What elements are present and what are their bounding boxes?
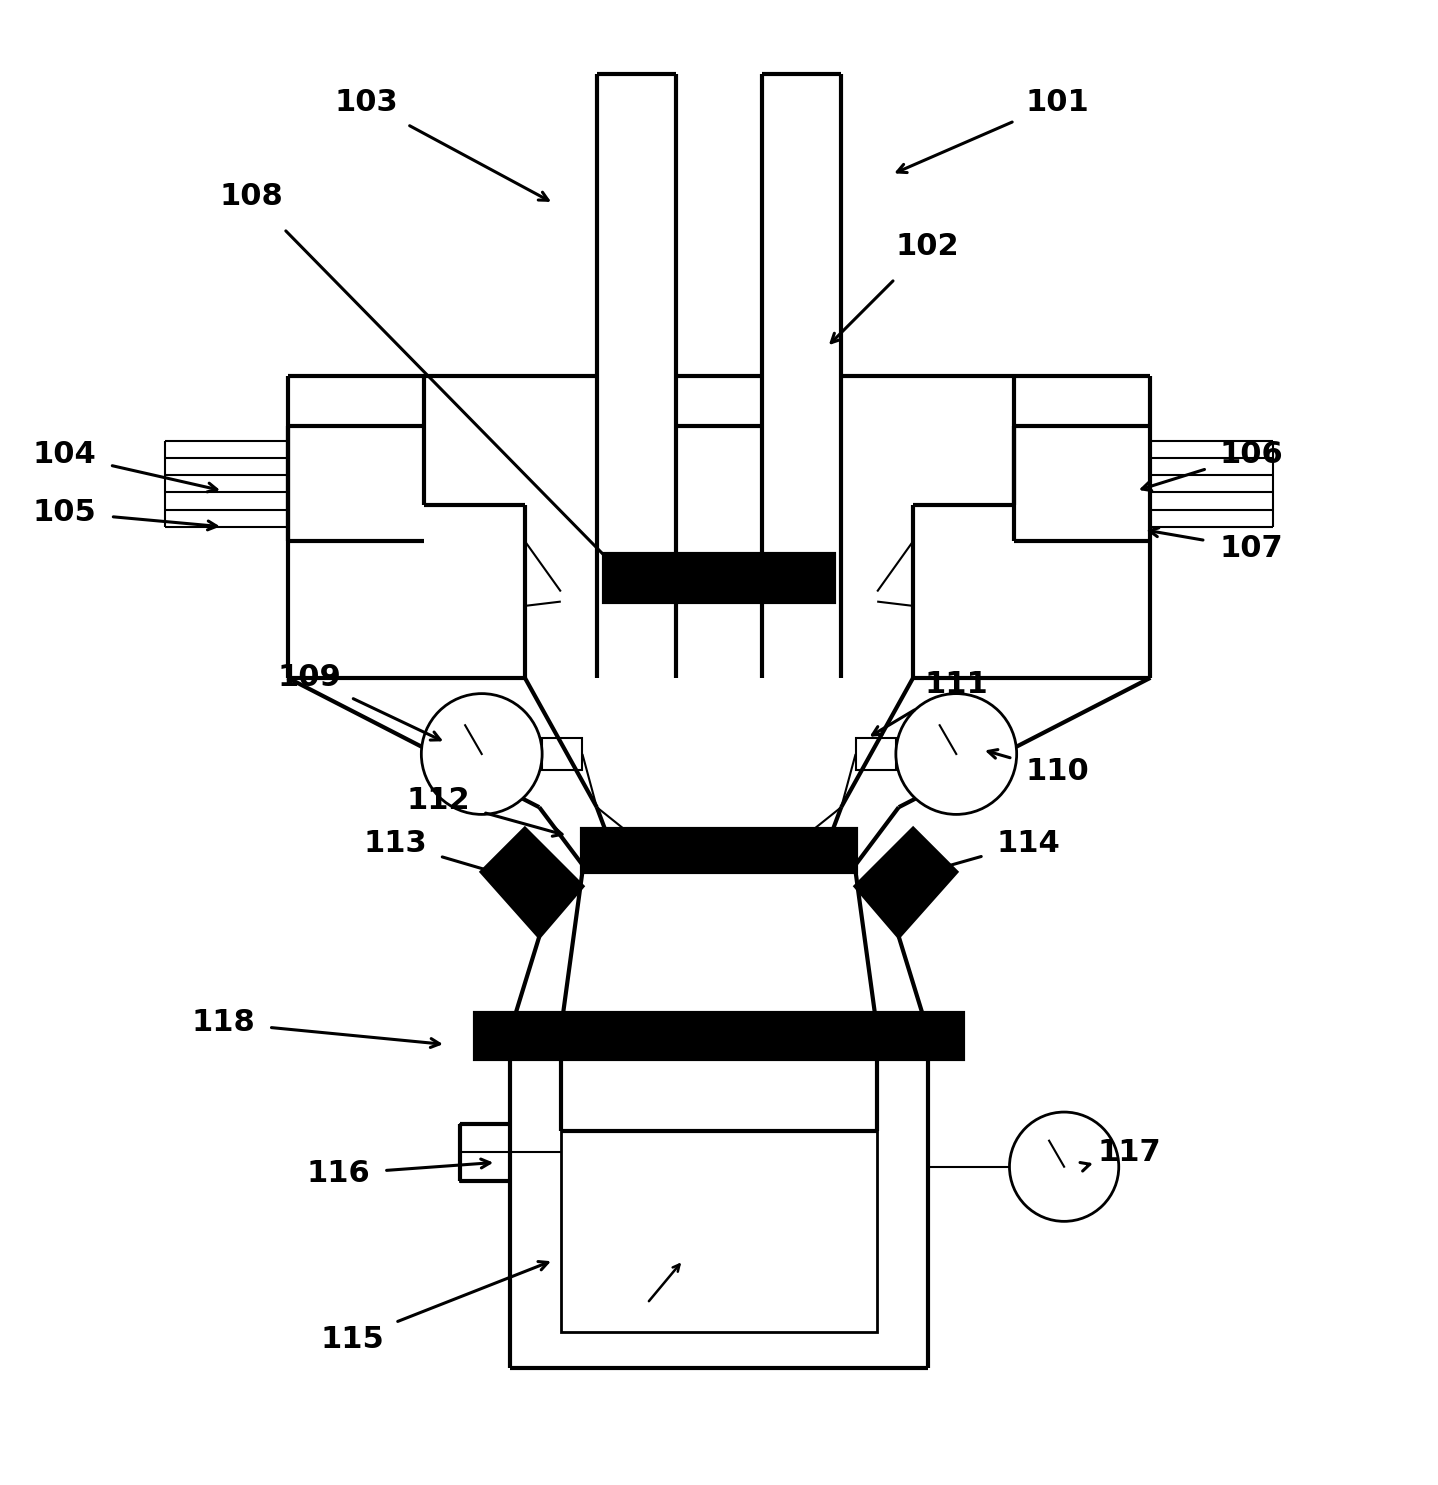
Bar bbox=[460, 1124, 510, 1181]
Text: 107: 107 bbox=[1219, 535, 1283, 563]
Polygon shape bbox=[482, 829, 582, 937]
Bar bbox=[561, 1130, 877, 1332]
Text: 115: 115 bbox=[321, 1325, 384, 1354]
Text: 113: 113 bbox=[364, 829, 427, 858]
Text: 104: 104 bbox=[33, 441, 96, 469]
Text: 114: 114 bbox=[997, 829, 1060, 858]
Bar bbox=[542, 738, 582, 769]
Circle shape bbox=[896, 693, 1017, 814]
Text: 103: 103 bbox=[335, 88, 398, 117]
Text: 111: 111 bbox=[925, 671, 988, 699]
Bar bbox=[475, 1013, 963, 1059]
Text: 106: 106 bbox=[1219, 441, 1283, 469]
Polygon shape bbox=[856, 829, 956, 937]
Text: 102: 102 bbox=[896, 232, 959, 261]
Bar bbox=[604, 554, 834, 601]
Text: 116: 116 bbox=[306, 1160, 370, 1188]
Text: 112: 112 bbox=[407, 786, 470, 814]
Circle shape bbox=[421, 693, 542, 814]
Bar bbox=[856, 738, 896, 769]
Text: 110: 110 bbox=[1025, 757, 1089, 786]
Text: 101: 101 bbox=[1025, 88, 1089, 117]
Bar bbox=[582, 829, 856, 872]
Text: 109: 109 bbox=[278, 664, 341, 692]
Circle shape bbox=[1009, 1112, 1119, 1221]
Text: 105: 105 bbox=[33, 497, 96, 527]
Text: 117: 117 bbox=[1097, 1138, 1160, 1167]
Text: 108: 108 bbox=[220, 181, 283, 211]
Text: 118: 118 bbox=[191, 1008, 255, 1038]
